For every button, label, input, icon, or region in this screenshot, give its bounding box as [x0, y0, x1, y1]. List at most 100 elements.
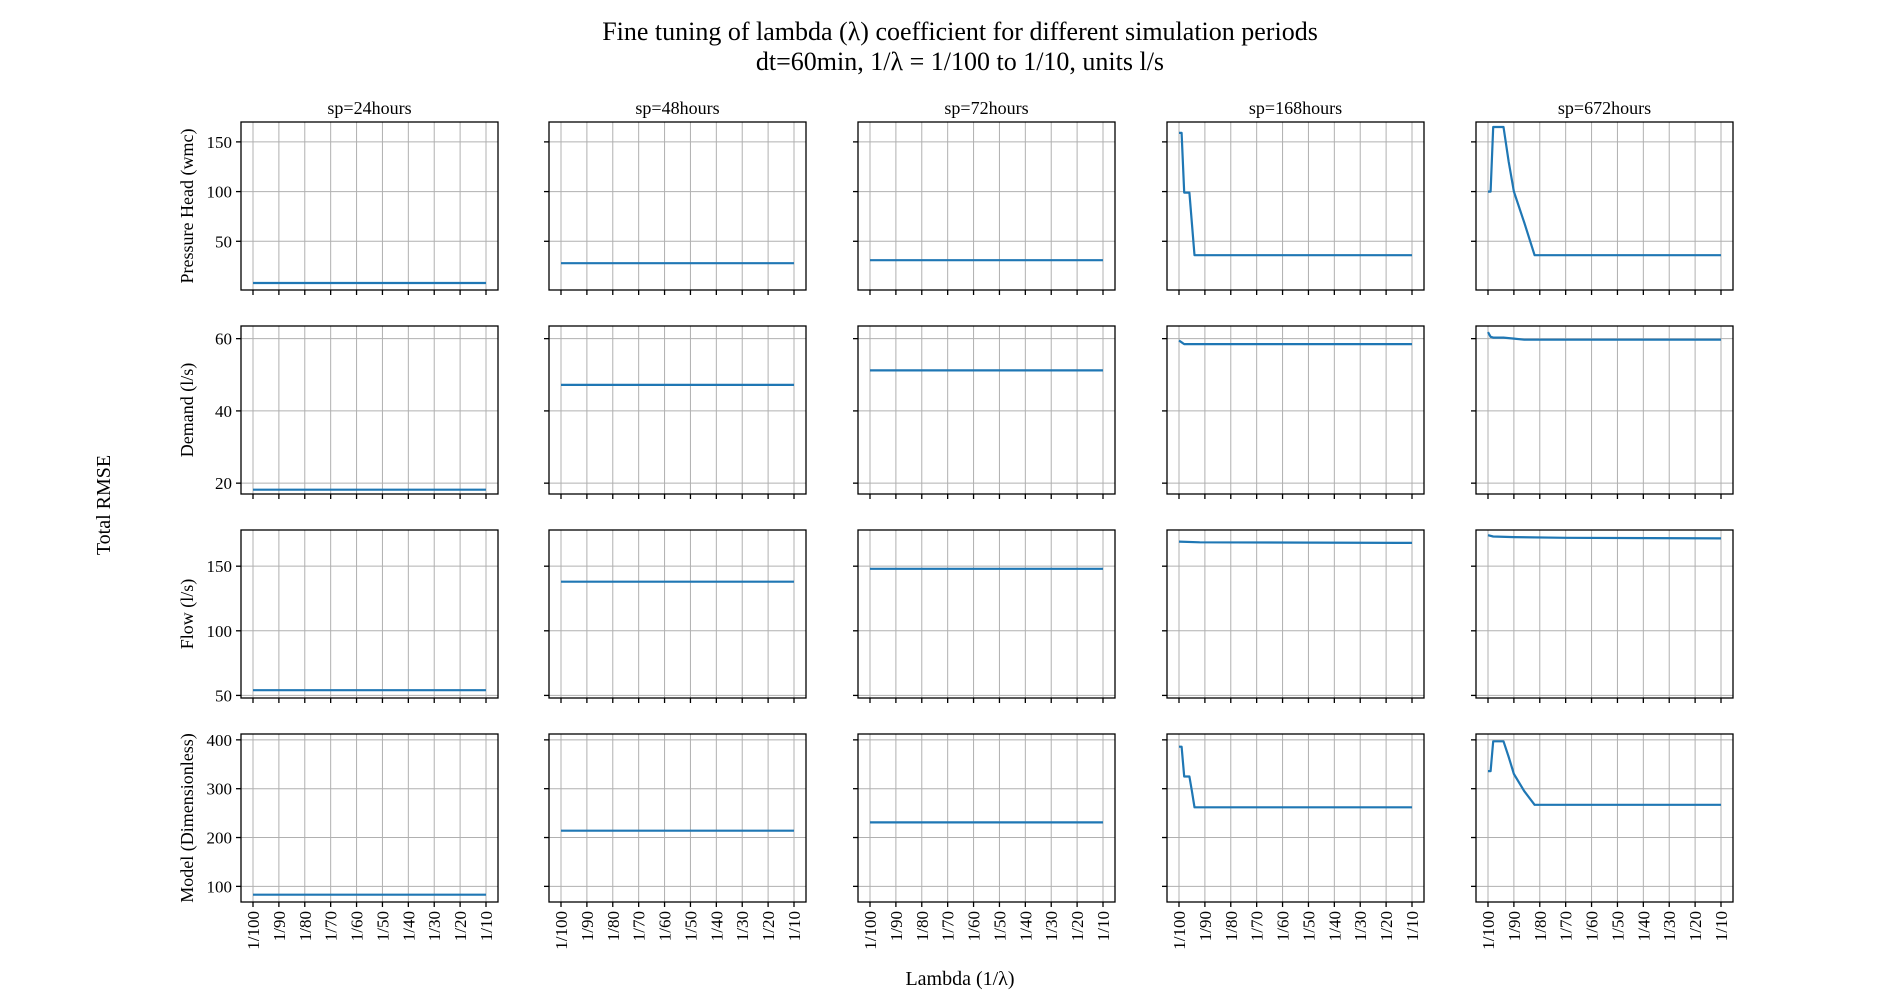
y-tick-label: 100 — [207, 877, 233, 896]
series-line — [1488, 125, 1721, 257]
plot-frame — [857, 325, 1116, 495]
x-tick-label: 1/60 — [1274, 911, 1293, 941]
subplot-column-title: sp=72hours — [944, 98, 1028, 118]
y-tick-label: 20 — [215, 474, 232, 493]
x-tick-label: 1/90 — [270, 911, 289, 941]
subplot — [544, 325, 807, 499]
x-tick-label: 1/50 — [1608, 911, 1627, 941]
x-tick-label: 1/20 — [1686, 911, 1705, 941]
plot-frame — [857, 733, 1116, 903]
plot-frame — [1475, 733, 1734, 903]
x-tick-label: 1/40 — [399, 911, 418, 941]
x-tick-label: 1/10 — [1094, 911, 1113, 941]
shared-y-axis-label: Total RMSE — [93, 455, 115, 555]
subplot: 50 100 150 — [207, 529, 499, 705]
y-tick-label: 50 — [215, 686, 232, 705]
x-tick-label: 1/80 — [1531, 911, 1550, 941]
plot-frame — [548, 325, 807, 495]
plot-frame — [1475, 121, 1734, 291]
subplot: 1/100 1/90 1/80 1/70 1/60 1/50 1/40 1/30 1/20 1/1… — [1471, 733, 1734, 950]
plot-frame — [1166, 529, 1425, 699]
x-tick-label: 1/90 — [887, 911, 906, 941]
subplot: 1/100 1/90 1/80 1/70 1/60 1/50 1/40 1/30 1/20 1/1… — [853, 733, 1116, 950]
x-tick-label: 1/90 — [578, 911, 597, 941]
x-tick-label: 1/40 — [1325, 911, 1344, 941]
subplot-column-title: sp=48hours — [635, 98, 719, 118]
figure-title-line-1: Fine tuning of lambda (λ) coefficient fo… — [602, 17, 1318, 46]
x-tick-label: 1/70 — [1557, 911, 1576, 941]
x-tick-label: 1/100 — [244, 911, 263, 950]
subplot — [853, 325, 1116, 499]
plot-frame — [240, 733, 499, 903]
y-axis-label: Pressure Head (wmc) — [177, 129, 198, 284]
x-tick-label: 1/20 — [759, 911, 778, 941]
series-line — [1487, 331, 1721, 341]
subplot: sp=672hours — [1471, 98, 1734, 295]
x-tick-label: 1/70 — [630, 911, 649, 941]
series-line — [1179, 131, 1412, 257]
x-tick-label: 1/30 — [425, 911, 444, 941]
x-tick-label: 1/80 — [913, 911, 932, 941]
x-tick-label: 1/100 — [1479, 911, 1498, 950]
plot-frame — [548, 529, 807, 699]
x-tick-label: 1/40 — [1634, 911, 1653, 941]
x-tick-label: 1/20 — [451, 911, 470, 941]
y-axis-label: Demand (l/s) — [177, 363, 198, 457]
x-tick-label: 1/30 — [733, 911, 752, 941]
plot-frame — [1166, 325, 1425, 495]
plot-frame — [548, 121, 807, 291]
subplot-column-title: sp=168hours — [1249, 98, 1342, 118]
x-tick-label: 1/30 — [1351, 911, 1370, 941]
y-tick-label: 300 — [207, 780, 233, 799]
x-tick-label: 1/70 — [1248, 911, 1267, 941]
plot-frame — [1166, 121, 1425, 291]
plot-frame — [240, 121, 499, 291]
x-tick-label: 1/70 — [939, 911, 958, 941]
subplot-column-title: sp=672hours — [1558, 98, 1651, 118]
x-tick-label: 1/50 — [373, 911, 392, 941]
subplot: sp=72hours — [853, 98, 1116, 295]
x-tick-label: 1/40 — [707, 911, 726, 941]
subplot-grid: Pressure Head (wmc) 50 100 150 sp=24hours sp=… — [177, 98, 1734, 950]
y-tick-label: 100 — [207, 183, 233, 202]
series-line — [1178, 540, 1413, 545]
y-axis-label: Model (Dimensionless) — [177, 733, 198, 902]
subplot — [1162, 325, 1425, 499]
y-tick-label: 60 — [215, 330, 232, 349]
x-tick-label: 1/50 — [1299, 911, 1318, 941]
plot-frame — [1166, 733, 1425, 903]
x-tick-label: 1/100 — [552, 911, 571, 950]
subplot: 1/100 1/90 1/80 1/70 1/60 1/50 1/40 1/30 1/20 1/1… — [544, 733, 807, 950]
x-tick-label: 1/30 — [1042, 911, 1061, 941]
x-tick-label: 1/10 — [477, 911, 496, 941]
x-tick-label: 1/10 — [1403, 911, 1422, 941]
subplot: 50 100 150 sp=24hours — [207, 98, 499, 295]
x-tick-label: 1/100 — [1170, 911, 1189, 950]
x-tick-label: 1/60 — [965, 911, 984, 941]
plot-frame — [1475, 325, 1734, 495]
x-tick-label: 1/80 — [1222, 911, 1241, 941]
y-tick-label: 400 — [207, 731, 233, 750]
subplot: sp=48hours — [544, 98, 807, 295]
series-line — [1179, 745, 1412, 809]
subplot — [544, 529, 807, 703]
subplot — [1162, 529, 1425, 703]
x-tick-label: 1/80 — [604, 911, 623, 941]
x-tick-label: 1/70 — [322, 911, 341, 941]
series-line — [1488, 740, 1721, 806]
shared-x-axis-label: Lambda (1/λ) — [905, 968, 1014, 990]
subplot — [853, 529, 1116, 703]
plot-frame — [857, 529, 1116, 699]
x-tick-label: 1/50 — [990, 911, 1009, 941]
subplot: 1/100 1/90 1/80 1/70 1/60 1/50 1/40 1/30 1/20 1/1… — [1162, 733, 1425, 950]
series-line — [1487, 534, 1722, 540]
x-tick-label: 1/60 — [1583, 911, 1602, 941]
y-tick-label: 200 — [207, 829, 233, 848]
subplot — [1471, 529, 1734, 703]
plot-frame — [548, 733, 807, 903]
y-tick-label: 100 — [207, 622, 233, 641]
x-tick-label: 1/30 — [1660, 911, 1679, 941]
figure-title-line-2: dt=60min, 1/λ = 1/100 to 1/10, units l/s — [756, 47, 1164, 76]
x-tick-label: 1/60 — [656, 911, 675, 941]
